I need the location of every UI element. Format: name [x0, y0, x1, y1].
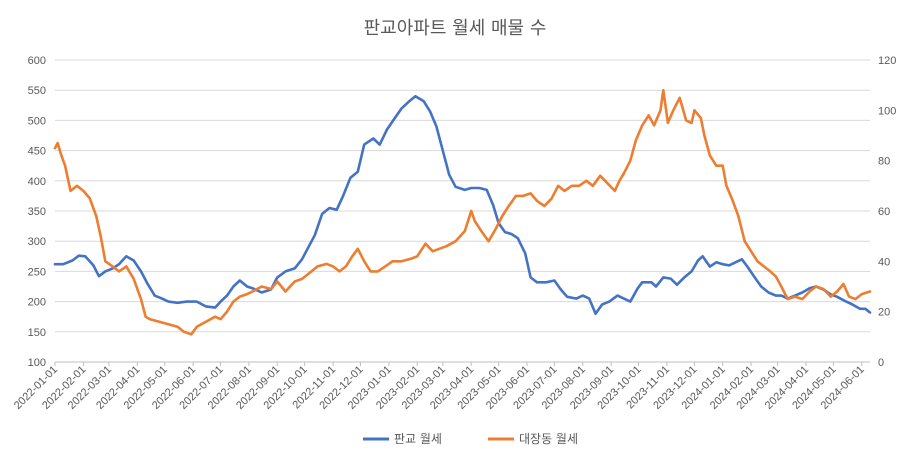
y-left-tick-label: 600 — [28, 55, 46, 67]
y-left-tick-label: 450 — [28, 146, 46, 158]
y-left-tick-label: 100 — [28, 357, 46, 369]
y-right-tick-label: 0 — [878, 357, 884, 369]
y-axis-right: 0 20 40 60 80 100 120 — [878, 55, 896, 369]
y-left-tick-label: 200 — [28, 297, 46, 309]
y-left-tick-label: 400 — [28, 176, 46, 188]
y-right-tick-label: 100 — [878, 105, 896, 117]
legend: 판교 월세 대장동 월세 — [363, 432, 578, 446]
gridlines — [55, 59, 870, 363]
y-right-tick-label: 60 — [878, 206, 890, 218]
series-line-1 — [53, 94, 872, 316]
y-left-tick-label: 550 — [28, 85, 46, 97]
y-left-tick-label: 500 — [28, 115, 46, 127]
y-right-tick-label: 20 — [878, 307, 890, 319]
series-lines — [53, 88, 872, 336]
y-right-tick-label: 120 — [878, 55, 896, 67]
legend-label: 판교 월세 — [394, 432, 442, 446]
y-right-tick-label: 40 — [878, 256, 890, 268]
chart-title: 판교아파트 월세 매물 수 — [364, 18, 547, 39]
y-axis-left: 100 150 200 250 300 350 400 450 500 550 600 — [28, 55, 46, 369]
series-line-2 — [53, 88, 872, 336]
legend-label: 대장동 월세 — [519, 432, 578, 446]
y-left-tick-label: 300 — [28, 236, 46, 248]
x-axis: 2022-01-012022-02-012022-03-012022-04-01… — [12, 362, 867, 412]
y-left-tick-label: 250 — [28, 266, 46, 278]
y-right-tick-label: 80 — [878, 156, 890, 168]
y-left-tick-label: 350 — [28, 206, 46, 218]
y-left-tick-label: 150 — [28, 327, 46, 339]
